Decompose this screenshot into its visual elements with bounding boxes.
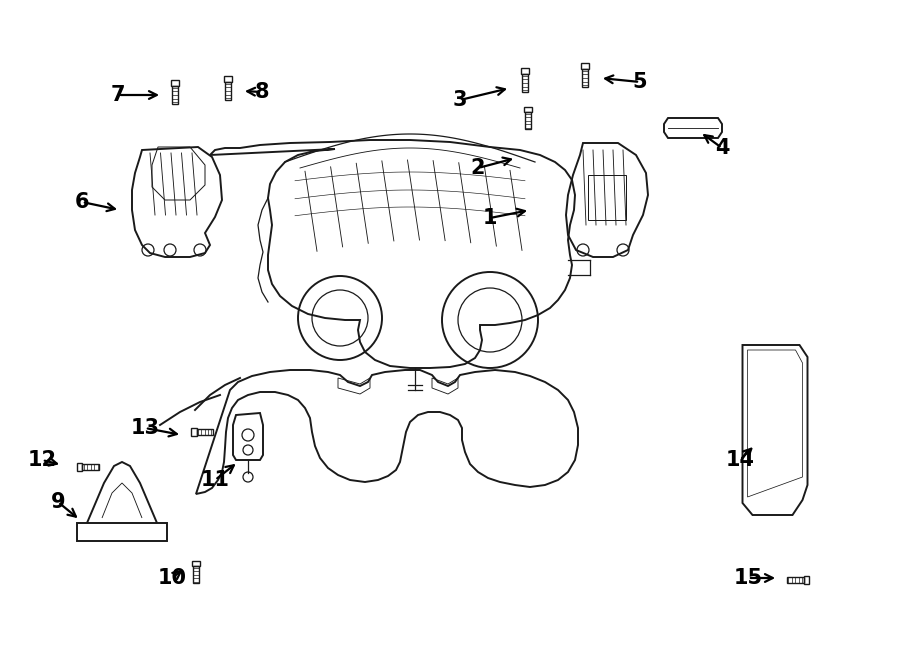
Text: 2: 2	[471, 158, 485, 178]
Bar	[526, 113, 531, 129]
Text: 7: 7	[111, 85, 125, 105]
Text: 12: 12	[28, 450, 57, 470]
Bar	[804, 577, 809, 584]
Bar	[522, 74, 528, 92]
Text: 13: 13	[130, 418, 159, 438]
Text: 11: 11	[201, 470, 230, 490]
Bar	[194, 567, 199, 583]
Text: 5: 5	[633, 72, 647, 92]
Bar	[171, 80, 179, 86]
Bar	[525, 107, 532, 113]
Bar	[172, 86, 178, 104]
Bar	[196, 429, 213, 435]
Bar	[76, 463, 82, 471]
Text: 1: 1	[482, 208, 497, 228]
Text: 8: 8	[255, 82, 269, 102]
Bar	[77, 523, 167, 541]
Text: 9: 9	[50, 492, 66, 512]
Bar	[588, 175, 626, 220]
Bar	[521, 68, 529, 74]
Bar	[191, 428, 196, 436]
Bar	[82, 464, 100, 470]
Text: 4: 4	[715, 138, 729, 158]
Bar	[582, 69, 588, 87]
Text: 3: 3	[453, 90, 467, 110]
Text: 14: 14	[725, 450, 754, 470]
Bar	[193, 561, 200, 567]
Bar	[225, 82, 231, 100]
Bar	[581, 63, 589, 69]
Bar	[787, 577, 804, 583]
Text: 10: 10	[158, 568, 186, 588]
Bar	[224, 76, 232, 82]
Text: 15: 15	[734, 568, 762, 588]
Text: 6: 6	[75, 192, 89, 212]
